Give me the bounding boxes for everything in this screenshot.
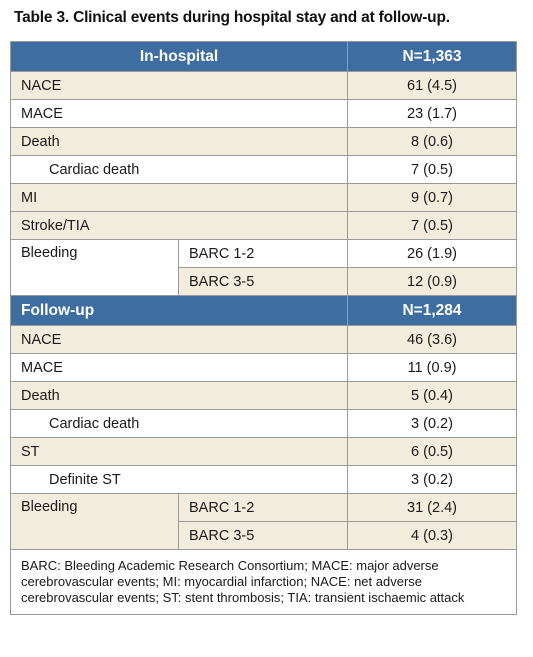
table-row: MACE 23 (1.7): [9, 99, 518, 128]
table-row: NACE 61 (4.5): [9, 71, 518, 100]
row-sublabel: BARC 1-2: [177, 239, 349, 268]
table-title: Table 3. Clinical events during hospital…: [14, 9, 450, 26]
table-row: Cardiac death 7 (0.5): [9, 155, 518, 184]
row-label: Death: [9, 127, 349, 156]
row-value: 46 (3.6): [347, 325, 518, 354]
section-header-follow-up: Follow-up N=1,284: [9, 295, 518, 326]
row-label: ST: [9, 437, 349, 466]
bleeding-label: Bleeding: [10, 493, 179, 550]
row-value: 5 (0.4): [347, 381, 518, 410]
row-value: 26 (1.9): [347, 239, 518, 268]
section-label: In-hospital: [9, 41, 349, 72]
table-row: Bleeding BARC 1-2 31 (2.4): [10, 493, 518, 550]
table-row: NACE 46 (3.6): [9, 325, 518, 354]
section-header-in-hospital: In-hospital N=1,363: [9, 41, 518, 72]
table-row: Cardiac death 3 (0.2): [9, 409, 518, 438]
row-value: 9 (0.7): [347, 183, 518, 212]
row-value: 4 (0.3): [347, 521, 518, 550]
table-footnote: BARC: Bleeding Academic Research Consort…: [9, 549, 518, 615]
row-sublabel: BARC 1-2: [177, 493, 349, 522]
row-label: Cardiac death: [9, 409, 349, 438]
table-row: Death 5 (0.4): [9, 381, 518, 410]
section-n: N=1,284: [347, 295, 518, 326]
row-label: MACE: [9, 99, 349, 128]
bleeding-label: Bleeding: [10, 239, 179, 296]
section-label: Follow-up: [9, 295, 349, 326]
clinical-events-table: In-hospital N=1,363 NACE 61 (4.5) MACE 2…: [9, 41, 518, 615]
row-value: 8 (0.6): [347, 127, 518, 156]
table-row: Bleeding BARC 1-2 26 (1.9): [10, 239, 518, 296]
table-footnote-row: BARC: Bleeding Academic Research Consort…: [9, 549, 518, 615]
table-row: Stroke/TIA 7 (0.5): [9, 211, 518, 240]
table-row: MACE 11 (0.9): [9, 353, 518, 382]
table-row: Death 8 (0.6): [9, 127, 518, 156]
row-label: NACE: [9, 325, 349, 354]
table-row: ST 6 (0.5): [9, 437, 518, 466]
table-row: Definite ST 3 (0.2): [9, 465, 518, 494]
row-value: 61 (4.5): [347, 71, 518, 100]
row-label: Cardiac death: [9, 155, 349, 184]
row-label: Death: [9, 381, 349, 410]
row-value: 11 (0.9): [347, 353, 518, 382]
row-label: MACE: [9, 353, 349, 382]
row-label: Stroke/TIA: [9, 211, 349, 240]
section-n: N=1,363: [347, 41, 518, 72]
row-label: NACE: [9, 71, 349, 100]
row-sublabel: BARC 3-5: [177, 521, 349, 550]
row-value: 6 (0.5): [347, 437, 518, 466]
row-value: 23 (1.7): [347, 99, 518, 128]
row-value: 3 (0.2): [347, 465, 518, 494]
row-value: 31 (2.4): [347, 493, 518, 522]
table-row: MI 9 (0.7): [9, 183, 518, 212]
row-sublabel: BARC 3-5: [177, 267, 349, 296]
row-label: MI: [9, 183, 349, 212]
row-value: 7 (0.5): [347, 211, 518, 240]
table-row: BARC 3-5 12 (0.9): [11, 267, 518, 296]
row-label: Definite ST: [9, 465, 349, 494]
row-value: 3 (0.2): [347, 409, 518, 438]
row-value: 7 (0.5): [347, 155, 518, 184]
row-value: 12 (0.9): [347, 267, 518, 296]
